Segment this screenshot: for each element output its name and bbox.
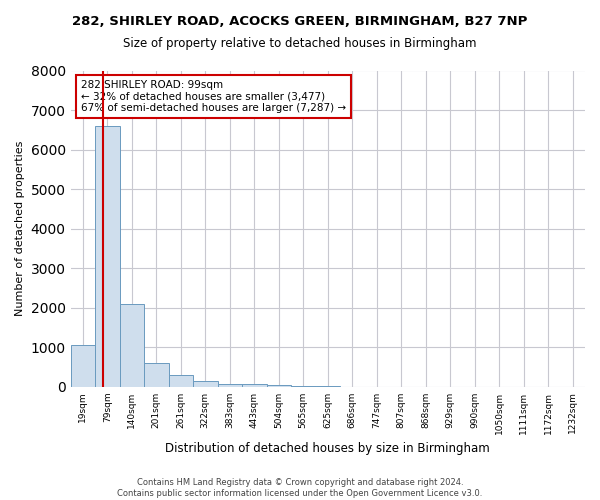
X-axis label: Distribution of detached houses by size in Birmingham: Distribution of detached houses by size … (166, 442, 490, 455)
Bar (266, 384, 291, 386)
Bar (242, 384, 266, 386)
Text: 282 SHIRLEY ROAD: 99sqm
← 32% of detached houses are smaller (3,477)
67% of semi: 282 SHIRLEY ROAD: 99sqm ← 32% of detache… (81, 80, 346, 113)
Y-axis label: Number of detached properties: Number of detached properties (15, 141, 25, 316)
Bar (144, 363, 169, 386)
Bar (119, 304, 144, 386)
Text: 282, SHIRLEY ROAD, ACOCKS GREEN, BIRMINGHAM, B27 7NP: 282, SHIRLEY ROAD, ACOCKS GREEN, BIRMING… (73, 15, 527, 28)
Bar (95, 126, 119, 386)
Bar (218, 384, 242, 386)
Bar (193, 381, 218, 386)
Text: Contains HM Land Registry data © Crown copyright and database right 2024.
Contai: Contains HM Land Registry data © Crown c… (118, 478, 482, 498)
Bar (71, 345, 95, 387)
Text: Size of property relative to detached houses in Birmingham: Size of property relative to detached ho… (123, 38, 477, 51)
Bar (169, 375, 193, 386)
